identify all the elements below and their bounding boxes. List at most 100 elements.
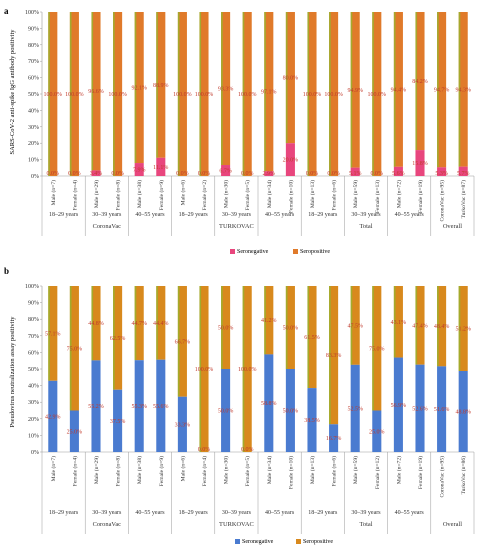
panel-b-label-seropositive: 47.5% bbox=[347, 323, 363, 329]
panel-a-bar-seronegative bbox=[264, 171, 274, 176]
panel-b-label-seronegative: 48.8% bbox=[455, 409, 471, 415]
panel-a-bar-band bbox=[264, 12, 266, 172]
panel-b-ylabel: Pseudovirus neutralization assay positiv… bbox=[9, 316, 16, 428]
panel-a-bar-band bbox=[393, 12, 396, 167]
panel-a-category-label: Male (n=6) bbox=[179, 180, 186, 206]
panel-a-bar-band bbox=[350, 12, 353, 168]
panel-b-bar-band bbox=[199, 286, 202, 452]
panel-b-label-seronegative: 25.0% bbox=[369, 429, 385, 435]
panel-a-bar-band bbox=[134, 12, 137, 164]
panel-a-label-seronegative: 0.0% bbox=[371, 171, 384, 177]
panel-a-bar-seropositive bbox=[415, 12, 425, 151]
panel-a-age-group-label: 40–55 years bbox=[135, 212, 165, 218]
panel-a-age-group-label: 40–55 years bbox=[265, 212, 295, 218]
panel-a-bar-band bbox=[242, 12, 245, 176]
panel-a-age-group-label: 18–29 years bbox=[49, 212, 79, 218]
panel-a-bar-seropositive bbox=[264, 12, 274, 172]
panel-a-label-seronegative: 11.1% bbox=[153, 165, 168, 171]
panel-b-bar-band bbox=[221, 286, 223, 369]
panel-a-label-seronegative: 0.0% bbox=[198, 171, 211, 177]
panel-b-category-label: Male (n=59) bbox=[352, 456, 359, 484]
panel-a-vaccine-label: Total bbox=[359, 223, 372, 230]
panel-a-label-seropositive: 80.0% bbox=[283, 76, 299, 82]
panel-a-legend-negative: Seronegative bbox=[237, 249, 269, 255]
panel-a-age-group-label: 30–39 years bbox=[222, 212, 252, 218]
panel-a-bar-seropositive bbox=[242, 12, 252, 176]
panel-a-bar-seropositive bbox=[177, 12, 187, 176]
panel-b-ytick-label: 90% bbox=[28, 301, 39, 307]
panel-a-bar-band bbox=[48, 12, 50, 176]
panel-b-ytick-label: 40% bbox=[28, 384, 39, 390]
panel-b-bar-seropositive bbox=[437, 286, 447, 367]
panel-b-age-group-label: 40–55 years bbox=[265, 510, 295, 516]
panel-a-bar-seronegative bbox=[350, 167, 360, 176]
panel-b-bar-seronegative bbox=[156, 359, 166, 452]
panel-a-bar-seropositive bbox=[199, 12, 209, 176]
panel-a-label-seropositive: 100.0% bbox=[368, 92, 387, 98]
panel-b-category-label: Male (n=34) bbox=[266, 456, 273, 484]
panel-b-bar-seronegative bbox=[69, 410, 79, 452]
panel-b-label-seropositive: 41.2% bbox=[261, 318, 277, 324]
panel-b-label-seronegative: 50.0% bbox=[283, 409, 299, 415]
panel-b-ytick-label: 20% bbox=[28, 417, 39, 423]
panel-a-label-seropositive: 84.2% bbox=[412, 79, 428, 85]
panel-a-label-seropositive: 88.9% bbox=[153, 83, 169, 89]
panel-a-label-seronegative: 5.3% bbox=[435, 171, 448, 177]
panel-b-bar-seronegative bbox=[285, 369, 295, 452]
panel-b-category-label: TurkoVac (n=86) bbox=[460, 456, 467, 495]
panel-b-vaccine-label: Total bbox=[359, 521, 372, 528]
panel-a-label-seropositive: 100.0% bbox=[324, 92, 343, 98]
panel-b-category-label: Female (n=6) bbox=[331, 456, 338, 486]
panel-b-label-seropositive: 75.0% bbox=[369, 346, 385, 352]
panel-b-label-seropositive: 50.0% bbox=[218, 326, 234, 332]
panel-a-bar-band bbox=[199, 12, 202, 176]
panel-a-category-label: Male (n=72) bbox=[395, 180, 402, 208]
panel-a-label-seronegative: 0.0% bbox=[306, 171, 319, 177]
panel-b-bar-band bbox=[437, 286, 439, 367]
panel-a-label-seropositive: 94.3% bbox=[455, 87, 471, 93]
panel-a-category-label: Female (n=19) bbox=[417, 180, 424, 213]
panel-a-label-seronegative: 0.0% bbox=[176, 171, 189, 177]
panel-a-label-seropositive: 94.9% bbox=[347, 88, 363, 94]
panel-b-bar-band bbox=[350, 286, 353, 365]
panel-b-bar-band bbox=[156, 286, 158, 360]
panel-b-label-seropositive: 43.1% bbox=[391, 320, 407, 326]
panel-a-bar-band bbox=[437, 12, 439, 168]
panel-a-bar-seronegative bbox=[91, 170, 101, 176]
panel-b-label-seropositive: 83.3% bbox=[326, 353, 342, 359]
panel-a-vaccine-label: Overall bbox=[443, 223, 462, 230]
panel-b-bar-band bbox=[242, 286, 245, 452]
panel-b-label-seronegative: 56.9% bbox=[391, 403, 407, 409]
panel-b-ytick-label: 30% bbox=[28, 400, 39, 406]
panel-b-label-seropositive: 44.8% bbox=[88, 321, 104, 327]
panel-b-label-seropositive: 66.7% bbox=[175, 339, 191, 345]
panel-a-label-seropositive: 92.1% bbox=[131, 86, 147, 92]
panel-b-label-seronegative: 33.3% bbox=[175, 422, 191, 428]
panel-b-bar-band bbox=[415, 286, 418, 365]
panel-b-category-label: Male (n=7) bbox=[50, 456, 57, 482]
panel-a-bar-seropositive bbox=[329, 12, 339, 176]
panel-a-label-seropositive: 93.3% bbox=[218, 87, 234, 93]
panel-b-bar-seronegative bbox=[134, 360, 144, 452]
panel-a-label-seropositive: 94.4% bbox=[391, 87, 407, 93]
panel-a-ytick-label: 100% bbox=[25, 10, 39, 16]
panel-a-bar-seronegative bbox=[437, 167, 447, 176]
panel-a-bar-seropositive bbox=[134, 12, 144, 164]
panel-b-bar-seropositive bbox=[415, 286, 425, 365]
panel-b-bar-seronegative bbox=[372, 410, 382, 452]
panel-a-bar-seropositive bbox=[437, 12, 447, 168]
panel-a-bar-seropositive bbox=[285, 12, 295, 144]
panel-b-ytick-label: 0% bbox=[31, 450, 39, 456]
panel-b-ytick-label: 80% bbox=[28, 317, 39, 323]
panel-b-category-label: Male (n=38) bbox=[136, 456, 143, 484]
panel-b-label-seropositive: 44.7% bbox=[131, 321, 147, 327]
panel-b-label-seropositive: 57.1% bbox=[45, 331, 61, 337]
panel-a-age-group-label: 18–29 years bbox=[179, 212, 209, 218]
panel-a-label-seronegative: 5.7% bbox=[457, 171, 470, 177]
panel-a-label-seropositive: 100.0% bbox=[195, 92, 214, 98]
panel-b-category-label: Male (n=13) bbox=[309, 456, 316, 484]
panel-a-bar-seronegative bbox=[221, 165, 231, 176]
panel-b-bar-band bbox=[285, 286, 288, 369]
panel-a-ytick-label: 50% bbox=[28, 92, 39, 98]
panel-a-category-label: Male (n=7) bbox=[50, 180, 57, 206]
